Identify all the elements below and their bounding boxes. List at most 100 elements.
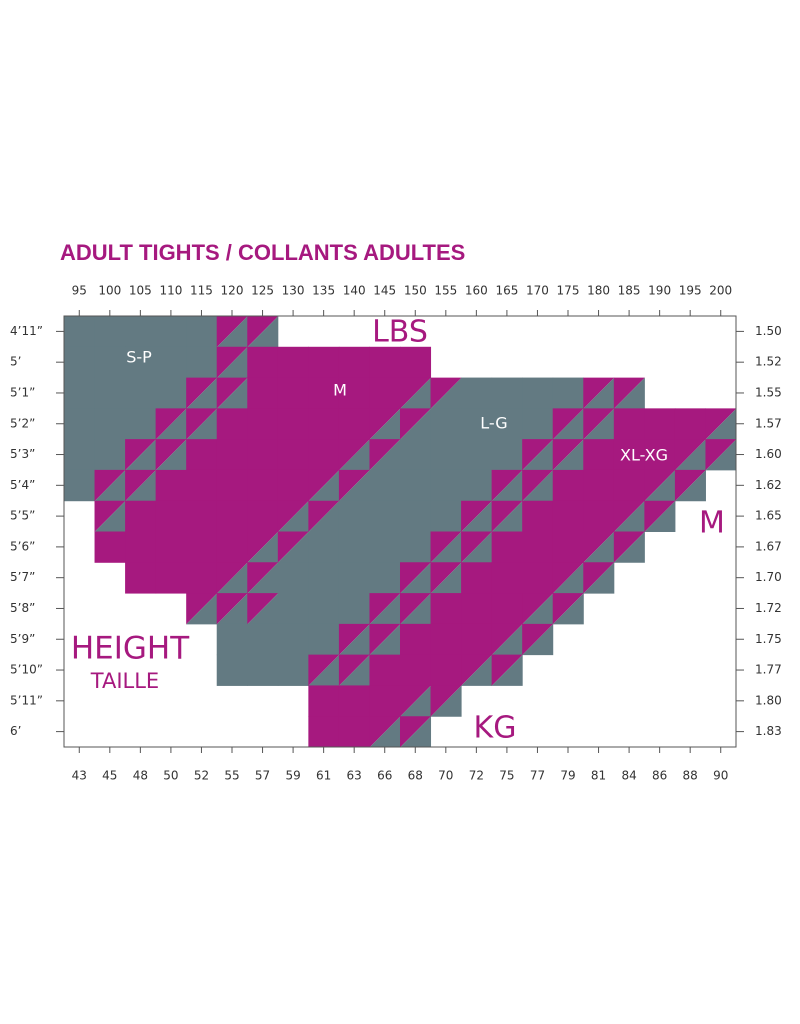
cell-half bbox=[308, 469, 340, 502]
kg-tick: 61 bbox=[316, 769, 331, 783]
cell bbox=[400, 439, 432, 471]
kg-tick: 75 bbox=[499, 769, 514, 783]
height-ft-tick: 5’10” bbox=[10, 663, 43, 677]
cell-half bbox=[216, 593, 248, 625]
cell-half bbox=[186, 593, 218, 625]
kg-tick: 50 bbox=[163, 769, 178, 783]
cell-half bbox=[308, 500, 340, 532]
height-m-tick: 1.50 bbox=[755, 324, 782, 338]
kg-tick: 70 bbox=[438, 769, 453, 783]
cell-half bbox=[247, 593, 279, 625]
cell-half bbox=[186, 377, 218, 409]
cell bbox=[277, 654, 309, 686]
lbs-tick: 195 bbox=[679, 284, 702, 298]
cell-half bbox=[552, 562, 584, 594]
cell-half bbox=[400, 593, 432, 625]
cell bbox=[216, 469, 248, 502]
kg-label: KG bbox=[474, 711, 517, 746]
kg-tick: 77 bbox=[530, 769, 545, 783]
height-m-tick: 1.55 bbox=[755, 385, 782, 399]
cell bbox=[247, 377, 279, 409]
cell-half bbox=[430, 562, 462, 594]
cell bbox=[216, 623, 248, 656]
cell-half bbox=[369, 408, 401, 440]
cell bbox=[186, 439, 218, 471]
cell bbox=[461, 562, 493, 594]
height-ft-tick: 6’ bbox=[10, 724, 21, 738]
cell-half bbox=[430, 562, 462, 594]
cell-half bbox=[369, 408, 401, 440]
cell bbox=[155, 377, 187, 409]
cell-half bbox=[522, 623, 554, 656]
cell-half bbox=[400, 562, 432, 594]
cell bbox=[308, 346, 340, 379]
height-m-tick: 1.72 bbox=[755, 601, 782, 615]
cell bbox=[338, 562, 370, 594]
lbs-tick: 125 bbox=[251, 284, 274, 298]
cell bbox=[461, 377, 493, 409]
lbs-tick: 110 bbox=[159, 284, 182, 298]
cell bbox=[125, 531, 157, 563]
cell-half bbox=[338, 469, 370, 502]
cell-half bbox=[644, 500, 676, 532]
cell bbox=[430, 439, 462, 471]
cell-half bbox=[186, 408, 218, 440]
cell-half bbox=[338, 654, 370, 686]
cell-half bbox=[216, 316, 248, 348]
cell bbox=[277, 562, 309, 594]
cell bbox=[491, 562, 523, 594]
cell-half bbox=[155, 439, 187, 471]
lbs-tick: 160 bbox=[465, 284, 488, 298]
cell bbox=[125, 408, 157, 440]
plot-border bbox=[63, 315, 737, 748]
lbs-tick: 140 bbox=[343, 284, 366, 298]
height-ft-tick: 5’9” bbox=[10, 632, 35, 646]
cell-half bbox=[583, 377, 615, 409]
cell bbox=[674, 408, 706, 440]
height-m-tick: 1.83 bbox=[755, 724, 782, 738]
lbs-tick: 95 bbox=[72, 284, 87, 298]
cell-half bbox=[155, 408, 187, 440]
kg-tick: 57 bbox=[255, 769, 270, 783]
cell-half bbox=[461, 531, 493, 563]
cell bbox=[338, 593, 370, 625]
cell-half bbox=[247, 562, 279, 594]
cell bbox=[308, 716, 340, 748]
kg-tick: 79 bbox=[560, 769, 575, 783]
cell-half bbox=[400, 562, 432, 594]
cell-half bbox=[247, 593, 279, 625]
grid bbox=[64, 316, 737, 748]
cell bbox=[613, 439, 645, 471]
cell bbox=[430, 500, 462, 532]
lbs-label: LBS bbox=[372, 315, 428, 350]
cell-half bbox=[308, 654, 340, 686]
lbs-tick: 155 bbox=[434, 284, 457, 298]
cell bbox=[461, 439, 493, 471]
cell-half bbox=[674, 469, 706, 502]
cell bbox=[64, 469, 96, 502]
cell-half bbox=[125, 439, 157, 471]
cell bbox=[461, 408, 493, 440]
cell-half bbox=[369, 593, 401, 625]
cell-half bbox=[338, 469, 370, 502]
cell bbox=[216, 408, 248, 440]
cell-half bbox=[216, 562, 248, 594]
cell bbox=[64, 316, 96, 348]
height-ft-tick: 5’1” bbox=[10, 385, 35, 399]
cell-half bbox=[461, 500, 493, 532]
cell-half bbox=[491, 500, 523, 532]
cell-half bbox=[125, 469, 157, 502]
cell-half bbox=[430, 377, 462, 409]
kg-tick: 48 bbox=[133, 769, 148, 783]
cell-half bbox=[552, 562, 584, 594]
height-m-tick: 1.70 bbox=[755, 570, 782, 584]
cell-half bbox=[369, 593, 401, 625]
lbs-tick: 175 bbox=[557, 284, 580, 298]
cell-half bbox=[338, 439, 370, 471]
cell bbox=[247, 654, 279, 686]
cell bbox=[155, 469, 187, 502]
cell bbox=[186, 531, 218, 563]
cell bbox=[186, 469, 218, 502]
cell bbox=[64, 377, 96, 409]
